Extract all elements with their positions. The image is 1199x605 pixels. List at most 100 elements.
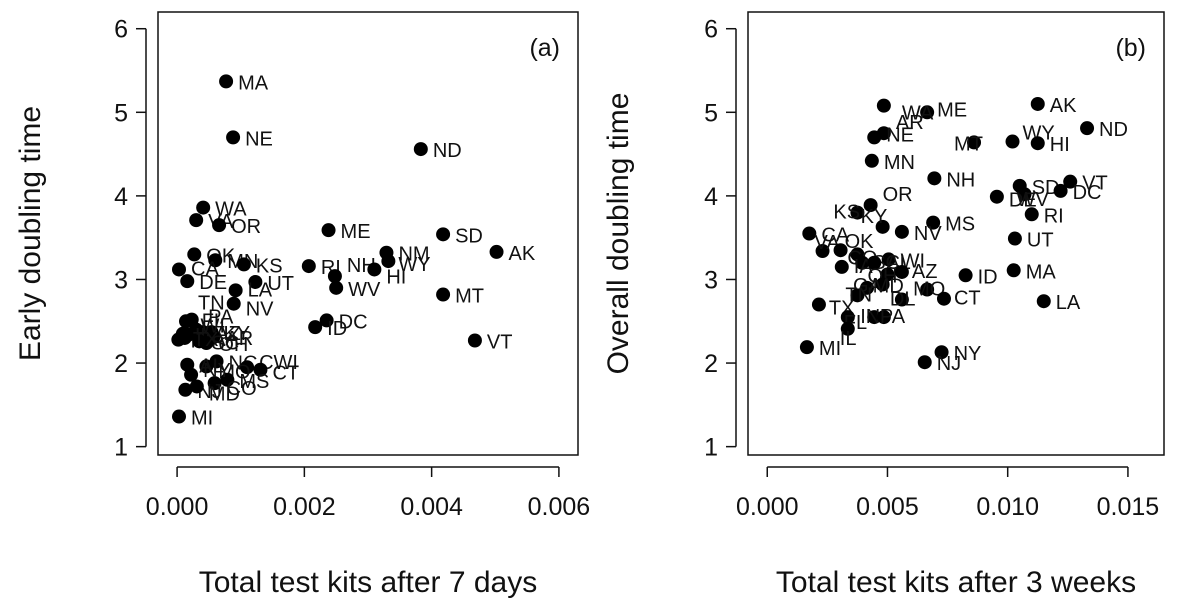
point-label-vt: VT [487, 331, 513, 353]
point-label-in: IN [860, 306, 880, 328]
data-point-mt [436, 287, 451, 302]
point-label-me: ME [341, 221, 371, 243]
point-label-md: MD [209, 383, 240, 405]
point-label-ok: OK [845, 231, 875, 253]
point-label-wa: WA [215, 199, 247, 221]
point-label-ma: MA [238, 72, 269, 94]
point-label-sc: SC [211, 332, 239, 354]
data-point-ct [936, 291, 951, 306]
data-point-wy [381, 254, 396, 269]
point-label-wv: WV [348, 279, 381, 301]
point-label-tx: TX [193, 329, 219, 351]
point-label-ks: KS [256, 255, 283, 277]
point-label-dc: DC [1073, 182, 1102, 204]
point-label-ms: MS [945, 214, 975, 236]
data-point-ma [219, 74, 234, 89]
point-label-mo: MO [913, 279, 945, 301]
x-tick-label: 0.006 [528, 493, 591, 521]
y-tick-label: 3 [114, 266, 128, 294]
data-point-mi [799, 340, 814, 355]
data-point-sd [436, 227, 451, 242]
point-label-ct: CT [272, 363, 299, 385]
point-label-id: ID [327, 318, 347, 340]
data-point-dc [1053, 183, 1068, 198]
data-point-id [958, 268, 973, 283]
y-tick-label: 1 [114, 434, 128, 462]
data-point-va [815, 244, 830, 259]
data-point-va [189, 213, 204, 228]
data-point-ks [236, 257, 251, 272]
point-label-mi: MI [819, 338, 841, 360]
data-point-ms [926, 215, 941, 230]
y-tick-label: 3 [704, 266, 718, 294]
data-point-la [1036, 294, 1051, 309]
point-label-wv: WV [1017, 189, 1050, 211]
data-point-dl [894, 292, 909, 307]
data-point-nh [327, 269, 342, 284]
data-point-ak [489, 244, 504, 259]
point-label-pa: PA [208, 307, 234, 329]
plot-frame [157, 11, 579, 456]
point-label-ms: MS [239, 371, 269, 393]
data-point-nj [917, 355, 932, 370]
data-point-tx [173, 330, 188, 345]
data-point-wv [329, 280, 344, 295]
point-label-nh: NH [946, 169, 975, 191]
y-tick-label: 6 [704, 16, 718, 44]
point-label-wi: WI [901, 250, 925, 272]
point-label-la: LA [248, 279, 273, 301]
data-point-ms [220, 372, 235, 387]
point-label-sd: SD [455, 225, 483, 247]
x-tick-label: 0.000 [736, 493, 799, 521]
x-tick-label: 0.004 [400, 493, 463, 521]
data-point-tn [850, 288, 865, 303]
data-point-tx [811, 297, 826, 312]
x-tick-label: 0.000 [146, 493, 209, 521]
x-tick-label: 0.010 [976, 493, 1039, 521]
data-point-vt [467, 333, 482, 348]
data-point-md [875, 277, 890, 292]
y-tick-label: 2 [114, 350, 128, 378]
point-label-ri: RI [1044, 205, 1064, 227]
point-label-ut: UT [267, 273, 294, 295]
y-axis-title: Early doubling time [14, 106, 47, 361]
point-label-or: OR [231, 216, 261, 238]
data-point-or [212, 218, 227, 233]
data-point-mn [864, 153, 879, 168]
point-label-vt: VT [1082, 173, 1108, 195]
data-point-wa [876, 98, 891, 113]
data-point-la [228, 283, 243, 298]
point-label-oh: OH [867, 265, 897, 287]
point-label-ks: KS [833, 202, 860, 224]
y-tick-label: 1 [704, 434, 718, 462]
point-label-wy: WY [1023, 123, 1055, 145]
data-point-ga [860, 280, 875, 295]
point-label-hi: HI [1050, 134, 1070, 156]
point-label-ar: AR [896, 112, 924, 134]
data-point-ne [867, 130, 882, 145]
point-label-ma: MA [1026, 261, 1057, 283]
point-label-ky: KY [223, 323, 250, 345]
data-point-oh [199, 335, 214, 350]
point-label-nv: NV [246, 299, 274, 321]
data-point-ut [1007, 231, 1022, 246]
point-label-ca: CA [191, 258, 219, 280]
point-label-tn: TN [845, 284, 872, 306]
data-point-nj [178, 382, 193, 397]
point-label-nd: ND [433, 140, 462, 162]
data-point-az [894, 264, 909, 279]
point-label-ky: KY [861, 206, 888, 228]
point-label-md: MD [873, 275, 904, 297]
y-tick-label: 4 [114, 183, 128, 211]
point-label-co: CO [227, 378, 257, 400]
point-label-id: ID [978, 266, 998, 288]
data-point-or [863, 198, 878, 213]
point-label-mn: MN [884, 152, 915, 174]
data-point-nv [226, 296, 241, 311]
data-point-nd [413, 142, 428, 157]
point-label-nd: ND [1099, 119, 1128, 141]
data-point-sc [855, 255, 870, 270]
data-point-me [321, 223, 336, 238]
point-label-sd: SD [1032, 177, 1060, 199]
